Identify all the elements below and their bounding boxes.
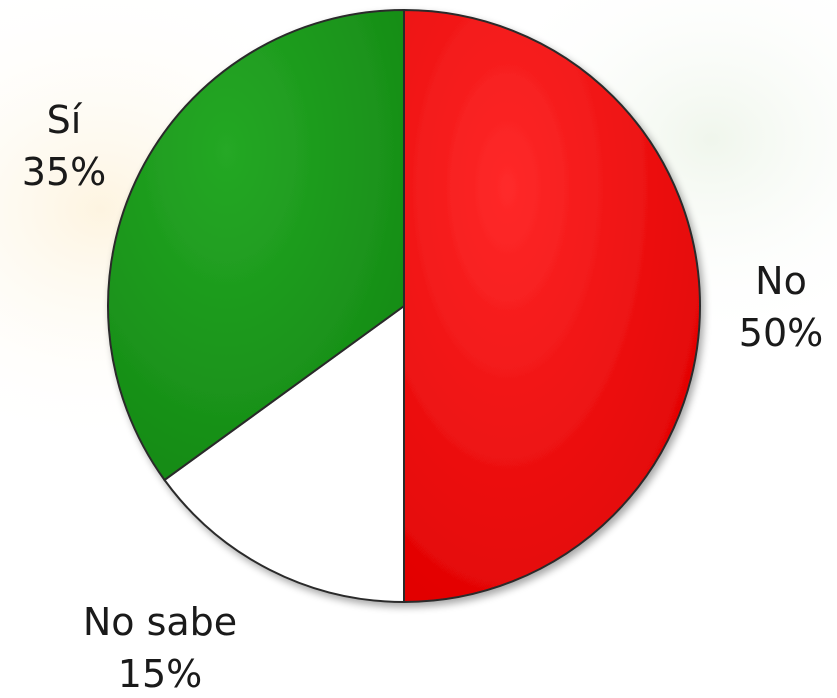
pie-slice-no-sabe: [163, 304, 405, 604]
slice-name-si: Sí: [46, 98, 82, 142]
slice-label-si: Sí 35%: [8, 94, 120, 198]
slice-percent-no: 50%: [738, 311, 824, 355]
slice-percent-no-sabe: 15%: [117, 652, 203, 696]
slice-percent-si: 35%: [21, 150, 107, 194]
slice-name-no-sabe: No sabe: [82, 600, 238, 644]
pie-slice-si: [107, 8, 405, 482]
slice-name-no: No: [755, 259, 807, 303]
slice-label-no: No 50%: [725, 255, 837, 359]
pie-slice-no: [403, 8, 701, 604]
slice-label-no-sabe: No sabe 15%: [60, 596, 260, 698]
